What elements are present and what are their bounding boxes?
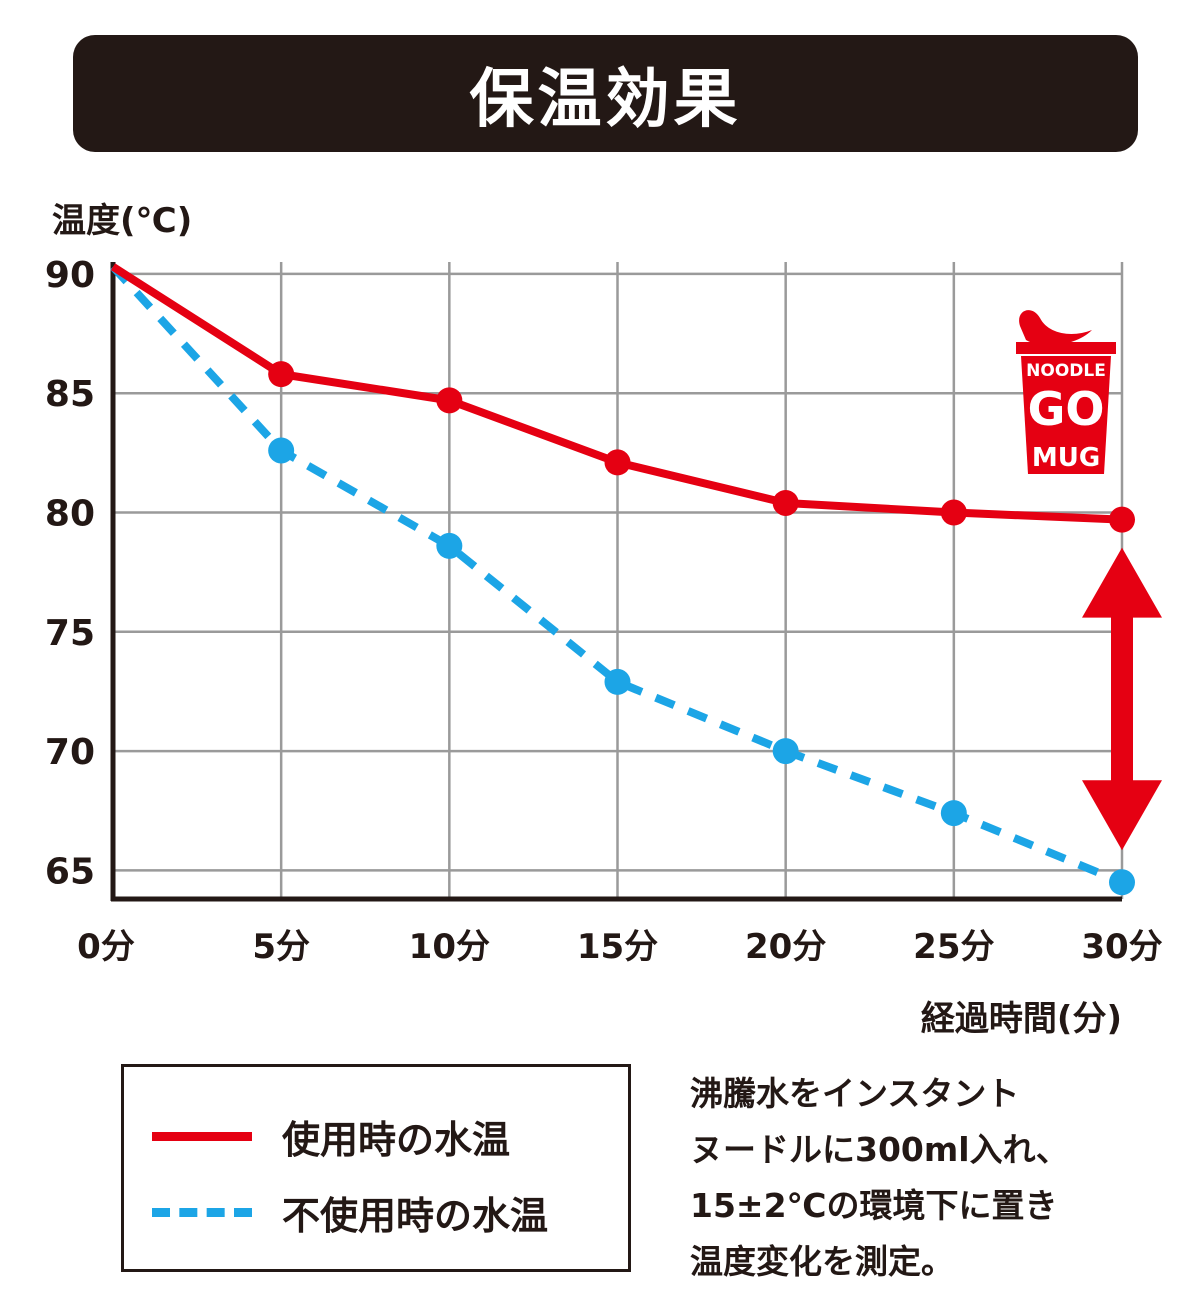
x-tick-label: 5分 bbox=[252, 927, 310, 967]
y-tick-label: 75 bbox=[45, 613, 95, 654]
note-line: 15±2℃の環境下に置き bbox=[690, 1186, 1058, 1225]
data-point-unused bbox=[772, 738, 799, 765]
note-line: 温度変化を測定。 bbox=[690, 1242, 954, 1281]
y-tick-label: 85 bbox=[45, 374, 95, 415]
data-point-unused bbox=[268, 437, 295, 464]
legend: 使用時の水温 不使用時の水温 bbox=[121, 1064, 631, 1272]
title-bar: 保温効果 bbox=[73, 35, 1138, 152]
x-tick-label: 10分 bbox=[409, 927, 490, 967]
double-arrow-icon bbox=[1082, 547, 1162, 851]
x-tick-label: 25分 bbox=[913, 927, 994, 967]
x-tick-label: 0分 bbox=[77, 927, 135, 967]
data-point-unused bbox=[940, 800, 967, 827]
chart-title: 保温効果 bbox=[469, 62, 742, 137]
axes bbox=[110, 262, 1122, 902]
grid bbox=[113, 262, 1124, 899]
data-point-used bbox=[436, 387, 463, 414]
x-axis-label: 経過時間(分) bbox=[921, 999, 1122, 1039]
legend-swatch-solid-red bbox=[152, 1132, 252, 1141]
y-tick-label: 90 bbox=[45, 255, 95, 296]
difference-arrow-icon bbox=[1082, 547, 1162, 851]
logo-cup-icon bbox=[1021, 356, 1111, 474]
data-point-unused bbox=[1109, 869, 1135, 896]
legend-swatch-dashed-blue bbox=[152, 1208, 252, 1217]
note-line: ヌードルに300ml入れ、 bbox=[690, 1130, 1069, 1169]
x-tick-label: 20分 bbox=[745, 927, 826, 967]
legend-label: 不使用時の水温 bbox=[282, 1194, 549, 1238]
data-point-used bbox=[940, 499, 967, 526]
data-point-used bbox=[604, 449, 631, 476]
series-lines bbox=[110, 263, 1135, 896]
legend-item-unused: 不使用時の水温 bbox=[152, 1185, 548, 1240]
data-point-used bbox=[772, 489, 799, 516]
y-tick-label: 70 bbox=[45, 732, 95, 773]
logo-cup-rim bbox=[1016, 342, 1116, 354]
logo-text: NOODLE bbox=[1026, 361, 1106, 381]
y-axis-label: 温度(℃) bbox=[52, 201, 192, 241]
tick-labels: 90 85 80 75 70 65 0分 5分 10分 15分 20分 25分 30分 bbox=[45, 255, 1163, 967]
data-point-unused bbox=[436, 532, 463, 559]
data-point-unused bbox=[604, 668, 631, 695]
logo-text: MUG bbox=[1032, 443, 1100, 473]
legend-item-used: 使用時の水温 bbox=[152, 1109, 510, 1164]
line-chart: 90 85 80 75 70 65 0分 5分 10分 15分 20分 25分 30分 NOODLEGO… bbox=[45, 201, 1163, 1039]
logo-text: GO bbox=[1028, 382, 1105, 436]
note-line: 沸騰水をインスタント bbox=[690, 1074, 1020, 1113]
measurement-note: 沸騰水をインスタント ヌードルに300ml入れ、 15±2℃の環境下に置き 温度… bbox=[690, 1066, 1160, 1290]
data-point-used bbox=[1109, 506, 1135, 533]
x-tick-label: 30分 bbox=[1081, 927, 1162, 967]
logo-noodle-swirl-icon bbox=[1019, 310, 1092, 346]
data-point-used bbox=[268, 361, 295, 388]
y-tick-label: 65 bbox=[45, 851, 95, 892]
x-tick-label: 15分 bbox=[577, 927, 658, 967]
y-tick-label: 80 bbox=[45, 494, 95, 535]
legend-label: 使用時の水温 bbox=[282, 1118, 511, 1162]
